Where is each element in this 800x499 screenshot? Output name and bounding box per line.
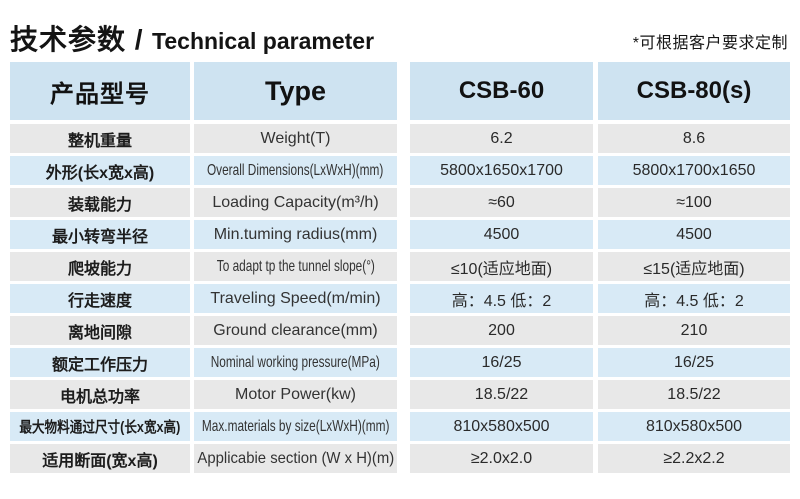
param-label-cn: 额定工作压力 [10,348,190,377]
value-csb80: 8.6 [598,124,790,153]
value-csb60: 18.5/22 [410,380,593,409]
header-product-model: 产品型号 [10,62,190,120]
param-label-en: Weight(T) [194,124,397,153]
table-row-overall-dimensions: 外形(长x宽x高) Overall Dimensions(LxWxH)(mm) … [10,156,790,185]
param-label-cn: 适用断面(宽x高) [10,444,190,473]
param-label-cn: 爬坡能力 [10,252,190,281]
value-csb60: 高：4.5 低：2 [410,284,593,313]
table-row-nominal-working-pressure: 额定工作压力 Nominal working pressure(MPa) 16/… [10,348,790,377]
param-label-cn: 装载能力 [10,188,190,217]
param-label-en: Min.tuming radius(mm) [194,220,397,249]
param-label-en: Max.materials by size(LxWxH)(mm) [194,412,397,441]
topbar: 技术参数 / Technical parameter *可根据客户要求定制 [10,12,788,54]
value-csb60: ≤10(适应地面) [410,252,593,281]
param-label-en: Traveling Speed(m/min) [194,284,397,313]
param-label-cn: 最大物料通过尺寸(长x宽x高) [10,412,190,441]
param-label-cn: 电机总功率 [10,380,190,409]
param-label-cn: 外形(长x宽x高) [10,156,190,185]
value-csb60: 200 [410,316,593,345]
param-label-cn: 最小转弯半径 [10,220,190,249]
header-csb-60: CSB-60 [410,62,593,120]
value-csb60: 4500 [410,220,593,249]
page-title: 技术参数 / Technical parameter [10,26,374,54]
header-csb-80s: CSB-80(s) [598,62,790,120]
value-csb60: 6.2 [410,124,593,153]
value-csb60: 5800x1650x1700 [410,156,593,185]
page-title-cn: 技术参数 / [10,24,144,55]
value-csb60: 16/25 [410,348,593,377]
customization-note: *可根据客户要求定制 [632,35,788,52]
param-label-en: Ground clearance(mm) [194,316,397,345]
param-label-en: Overall Dimensions(LxWxH)(mm) [194,156,397,185]
value-csb60: 810x580x500 [410,412,593,441]
value-csb80: ≈100 [598,188,790,217]
table-row-weight: 整机重量 Weight(T) 6.2 8.6 [10,124,790,153]
table-header-row: 产品型号 Type CSB-60 CSB-80(s) [10,62,790,120]
value-csb80: ≥2.2x2.2 [598,444,790,473]
table-row-loading-capacity: 装载能力 Loading Capacity(m³/h) ≈60 ≈100 [10,188,790,217]
value-csb80: ≤15(适应地面) [598,252,790,281]
technical-parameter-table: 产品型号 Type CSB-60 CSB-80(s) 整机重量 Weight(T… [10,62,790,476]
value-csb80: 4500 [598,220,790,249]
param-label-en: Applicabie section (W x H)(m) [194,444,397,473]
param-label-cn: 整机重量 [10,124,190,153]
table-row-ground-clearance: 离地间隙 Ground clearance(mm) 200 210 [10,316,790,345]
value-csb80: 810x580x500 [598,412,790,441]
param-label-en: Loading Capacity(m³/h) [194,188,397,217]
value-csb80: 18.5/22 [598,380,790,409]
param-label-en: Motor Power(kw) [194,380,397,409]
value-csb80: 高：4.5 低：2 [598,284,790,313]
header-type: Type [194,62,397,120]
value-csb60: ≈60 [410,188,593,217]
table-row-motor-power: 电机总功率 Motor Power(kw) 18.5/22 18.5/22 [10,380,790,409]
param-label-en: Nominal working pressure(MPa) [194,348,397,377]
param-label-en: To adapt tp the tunnel slope(°) [194,252,397,281]
table-row-max-material-size: 最大物料通过尺寸(长x宽x高) Max.materials by size(Lx… [10,412,790,441]
value-csb60: ≥2.0x2.0 [410,444,593,473]
table-row-applicable-section: 适用断面(宽x高) Applicabie section (W x H)(m) … [10,444,790,473]
value-csb80: 16/25 [598,348,790,377]
page-title-en: Technical parameter [152,28,375,54]
table-row-min-turning-radius: 最小转弯半径 Min.tuming radius(mm) 4500 4500 [10,220,790,249]
table-row-traveling-speed: 行走速度 Traveling Speed(m/min) 高：4.5 低：2 高：… [10,284,790,313]
table-row-tunnel-slope: 爬坡能力 To adapt tp the tunnel slope(°) ≤10… [10,252,790,281]
param-label-cn: 离地间隙 [10,316,190,345]
param-label-cn: 行走速度 [10,284,190,313]
value-csb80: 210 [598,316,790,345]
value-csb80: 5800x1700x1650 [598,156,790,185]
